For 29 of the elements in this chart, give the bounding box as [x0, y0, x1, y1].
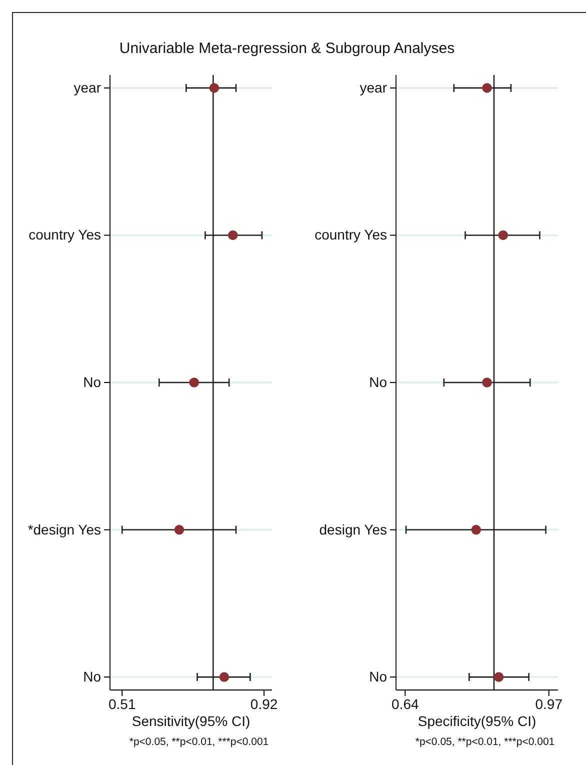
- point: [482, 378, 492, 388]
- point: [174, 524, 184, 535]
- y-tick-label: country Yes: [28, 226, 101, 243]
- chart-title: Univariable Meta-regression & Subgroup Analyses: [119, 40, 455, 57]
- point: [471, 524, 482, 535]
- y-tick-label: country Yes: [314, 226, 387, 243]
- y-tick-label: year: [360, 79, 388, 96]
- point: [498, 230, 508, 240]
- y-tick-label: No: [369, 668, 388, 685]
- point: [189, 378, 199, 388]
- x-axis-title: Specificity(95% CI): [418, 713, 536, 729]
- y-tick-label: No: [83, 668, 102, 685]
- point: [228, 230, 238, 240]
- x-axis-title: Sensitivity(95% CI): [132, 713, 250, 729]
- y-tick-label: year: [74, 79, 102, 96]
- x-tick-label: 0.64: [392, 696, 419, 712]
- text: *p<0.05, **p<0.01, ***p<0.001: [129, 736, 269, 748]
- x-tick-label: 0.92: [250, 696, 278, 712]
- y-tick-label: No: [83, 374, 102, 390]
- y-tick-label: design Yes: [319, 521, 387, 538]
- x-tick-label: 0.51: [108, 696, 136, 712]
- point: [494, 672, 504, 682]
- y-tick-label: *design Yes: [28, 521, 101, 538]
- point: [219, 672, 230, 682]
- x-tick-label: 0.97: [535, 696, 563, 712]
- point: [482, 83, 492, 93]
- y-tick-label: No: [369, 374, 388, 390]
- text: *p<0.05, **p<0.01, ***p<0.001: [415, 736, 555, 748]
- point: [209, 83, 220, 93]
